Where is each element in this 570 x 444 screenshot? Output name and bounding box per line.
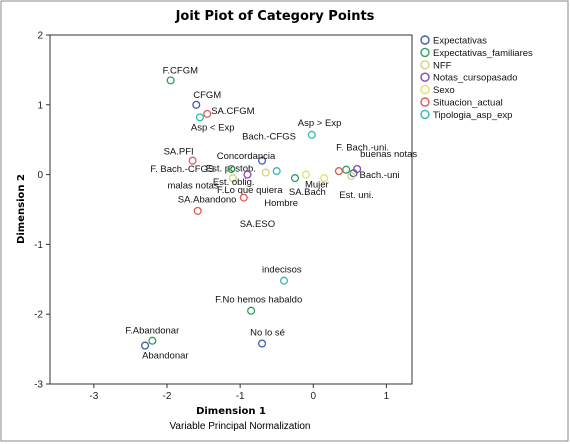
x-axis-title: Dimension 1 bbox=[196, 406, 266, 417]
data-point-marker bbox=[290, 174, 300, 183]
data-point-label: F. Bach.-CFGS bbox=[150, 164, 214, 175]
legend-marker bbox=[420, 72, 430, 82]
x-tick-label: -3 bbox=[89, 391, 98, 402]
data-point-marker bbox=[258, 339, 267, 348]
data-point-label: No lo sé bbox=[250, 328, 285, 339]
x-tick-label: 0 bbox=[310, 391, 316, 402]
legend-marker bbox=[420, 60, 430, 70]
y-tick-label: 2 bbox=[37, 31, 43, 42]
data-point-label: SA.CFGM bbox=[211, 106, 254, 117]
data-point-marker bbox=[279, 276, 289, 285]
data-point-label: Est. uni. bbox=[339, 190, 373, 201]
data-point-label: F. Bach.-uni. bbox=[336, 143, 389, 154]
data-point-label: F.Abandonar bbox=[125, 326, 179, 337]
data-point-label: SA.ESO bbox=[240, 219, 275, 230]
y-tick-label: 0 bbox=[37, 170, 43, 181]
data-point-marker bbox=[239, 193, 248, 202]
y-tick-label: -2 bbox=[34, 310, 43, 321]
data-point-label: F.No hemos habaldo bbox=[215, 295, 302, 306]
x-tick-label: -1 bbox=[236, 391, 245, 402]
legend-entry-label: Expectativas bbox=[433, 36, 487, 47]
data-point-marker bbox=[141, 341, 150, 350]
data-point-label: Mujer bbox=[305, 180, 329, 191]
data-point-label: CFGM bbox=[193, 90, 221, 101]
data-point-marker bbox=[247, 306, 256, 315]
data-point-marker bbox=[258, 156, 267, 165]
chart-footer: Variable Principal Normalization bbox=[170, 421, 311, 432]
data-point-label: F.CFGM bbox=[163, 65, 198, 76]
plot-area bbox=[49, 34, 413, 385]
data-point-marker bbox=[148, 336, 157, 345]
axis-ticks: -3 -2 -1 0 1 -3 -2 -1 0 1 2 bbox=[34, 31, 390, 403]
data-point-marker bbox=[203, 109, 212, 118]
data-point-label: SA.Abandono bbox=[178, 195, 237, 206]
data-point-label: SA.PFI bbox=[164, 147, 194, 158]
data-point-marker bbox=[192, 100, 201, 109]
data-point-label: Bach.-uni bbox=[359, 170, 399, 181]
data-point-label: Est. postob. bbox=[206, 164, 256, 175]
data-point-label: SA.Bach bbox=[289, 187, 326, 198]
y-tick-label: -1 bbox=[34, 240, 43, 251]
data-point-label: Abandonar bbox=[142, 351, 188, 362]
legend-entry-label: Sexo bbox=[433, 85, 455, 96]
chart-title: Joit Piot of Category Points bbox=[175, 9, 375, 24]
data-point-marker bbox=[261, 168, 270, 177]
legend-marker bbox=[420, 35, 430, 45]
legend-entry-label: Expectativas_familiares bbox=[433, 48, 533, 59]
data-point-label: Est. oblig. bbox=[213, 177, 255, 188]
data-point-marker bbox=[307, 130, 316, 139]
data-point-marker bbox=[334, 167, 343, 176]
data-point-label: Concordancia bbox=[217, 151, 276, 162]
data-point-marker bbox=[193, 206, 202, 215]
data-point-marker bbox=[272, 167, 281, 176]
legend-marker bbox=[420, 47, 430, 58]
legend-marker bbox=[420, 84, 430, 95]
data-point-label: Asp < Exp bbox=[191, 122, 235, 133]
x-tick-label: -2 bbox=[163, 391, 172, 402]
y-tick-label: -3 bbox=[34, 380, 43, 391]
data-point-label: indecisos bbox=[262, 265, 302, 276]
legend-entry-label: NFF bbox=[433, 60, 452, 71]
legend-marker bbox=[420, 97, 430, 107]
data-point-marker bbox=[347, 171, 356, 181]
data-point-marker bbox=[188, 156, 197, 165]
data-point-label: Hombre bbox=[264, 198, 298, 209]
data-point-marker bbox=[166, 76, 175, 85]
data-point-marker bbox=[228, 174, 237, 183]
x-tick-label: 1 bbox=[384, 391, 390, 402]
data-point-marker bbox=[195, 113, 204, 122]
data-point-label: malas notas bbox=[167, 181, 218, 192]
legend-entry-label: Situacion_actual bbox=[433, 98, 503, 109]
data-point-label: Bach.-CFGS bbox=[242, 132, 296, 143]
data-point-label: buenas notas bbox=[360, 149, 417, 160]
data-point-marker bbox=[301, 170, 311, 179]
legend-entry-label: Tipologia_asp_exp bbox=[433, 110, 512, 121]
data-point-marker bbox=[227, 164, 236, 174]
data-point-marker bbox=[243, 170, 252, 179]
y-tick-label: 1 bbox=[37, 100, 43, 111]
data-point-marker bbox=[342, 165, 351, 174]
data-point-label: F.Lo que quiera bbox=[217, 185, 283, 196]
legend-marker bbox=[420, 109, 430, 120]
data-point-label: Asp > Exp bbox=[298, 118, 342, 129]
legend-entry-label: Notas_cursopasado bbox=[433, 73, 518, 84]
data-point-marker bbox=[320, 174, 329, 183]
y-axis-title: Dimension 2 bbox=[16, 174, 27, 244]
